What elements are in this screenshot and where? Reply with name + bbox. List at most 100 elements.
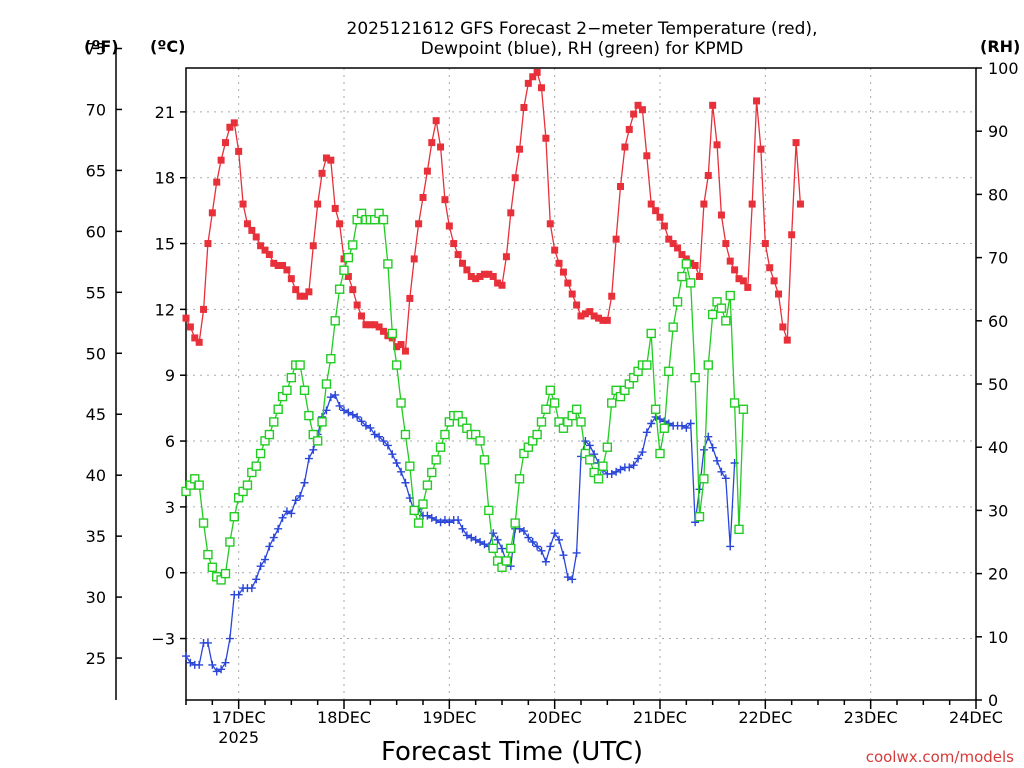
2-meter-temperature-point-110 [665,235,673,243]
rh-point-125 [729,398,740,408]
dewpoint-point-70 [489,529,498,538]
rh-point-74 [506,543,516,554]
x-tick-sublabel-2025: 2025 [218,728,259,747]
2-meter-temperature-point-17 [257,242,265,250]
dewpoint-point-104 [638,448,647,457]
fahrenheit-tick-label-30: 30 [86,588,106,607]
2-meter-temperature-point-130 [753,97,761,105]
rh-point-51 [405,461,415,471]
fahrenheit-tick-label-60: 60 [86,222,106,241]
rh-point-114 [681,259,692,269]
rh-point-53 [413,518,424,528]
rh-point-10 [225,537,235,547]
rh-point-45 [378,214,389,225]
rh-point-117 [694,512,705,522]
dewpoint-point-43 [370,430,379,439]
2-meter-temperature-point-68 [480,270,488,278]
2-meter-temperature-point-139 [792,139,800,147]
celsius-tick-label-3: 3 [165,498,175,517]
rh-point-116 [690,372,700,383]
2-meter-temperature-point-135 [775,290,782,298]
dewpoint-point-9 [221,658,230,667]
dewpoint-point-1 [186,658,195,667]
dewpoint-point-113 [677,421,686,430]
2-meter-temperature-point-18 [261,246,269,254]
rh-point-46 [383,259,393,269]
fahrenheit-tick-label-50: 50 [86,344,106,363]
rh-tick-label-60: 60 [988,312,1008,331]
dewpoint-point-24 [287,509,296,518]
2-meter-temperature-point-63 [459,259,466,267]
2-meter-temperature-point-119 [704,172,712,180]
rh-point-67 [475,436,485,446]
dewpoint-point-122 [717,467,726,476]
2-meter-temperature-point-86 [559,268,567,276]
rh-tick-label-10: 10 [988,628,1008,647]
dewpoint-point-62 [454,516,463,525]
rh-point-90 [576,417,586,427]
rh-point-23 [282,385,292,396]
rh-tick-label-50: 50 [988,375,1008,394]
dewpoint-point-78 [524,533,533,542]
rh-point-37 [343,252,354,263]
2-meter-temperature-point-108 [656,213,664,221]
2-meter-temperature-point-69 [485,270,493,278]
rh-point-73 [501,556,512,566]
unit-celsius-label: (ºC) [150,37,185,56]
rh-point-111 [668,322,678,332]
rh-point-17 [255,448,266,459]
dewpoint-point-26 [296,491,305,500]
dewpoint-point-101 [625,463,634,472]
rh-point-49 [396,398,406,408]
2-meter-temperature-point-4 [200,305,208,313]
axes: 25 30 35 40 45 50 55 60 65 70 75 −3 0 3 6 9 12 15 18 21 0 10 2… [86,39,1019,747]
2-meter-temperature-point-134 [770,277,778,285]
dewpoint-point-25 [291,496,300,505]
dewpoint-point-33 [326,393,335,402]
dewpoint-point-55 [423,511,432,520]
2-meter-temperature-point-34 [331,204,339,212]
rh-point-50 [400,429,411,440]
rh-point-92 [585,455,595,465]
rh-point-26 [295,360,305,370]
series-dewpoint [182,390,739,676]
rh-point-108 [655,448,665,459]
2-meter-temperature-point-14 [243,220,251,228]
rh-point-55 [422,480,433,490]
2-meter-temperature-point-77 [520,104,528,111]
dewpoint-point-72 [498,544,506,553]
fahrenheit-tick-label-75: 75 [86,39,106,58]
2-meter-temperature-point-89 [573,301,581,309]
2-meter-temperature-point-104 [638,106,646,114]
rh-point-126 [734,524,744,535]
dewpoint-point-71 [493,535,502,544]
2-meter-temperature-point-101 [625,125,633,133]
2-meter-temperature-point-79 [529,73,537,81]
rh-point-59 [440,429,450,440]
dewpoint-point-22 [278,513,287,522]
2-meter-temperature-point-133 [766,264,774,272]
rh-point-19 [264,429,275,440]
dewpoint-point-59 [440,516,449,525]
rh-point-96 [602,442,613,452]
2-meter-temperature-point-29 [309,242,317,250]
dewpoint-point-21 [274,524,283,533]
dewpoint-point-80 [533,542,542,551]
2-meter-temperature-point-123 [722,240,730,248]
2-meter-temperature-point-118 [700,200,708,208]
dewpoint-point-84 [550,529,559,538]
dewpoint-point-41 [361,421,370,430]
2-meter-temperature-point-83 [546,220,554,228]
2-meter-temperature-point-1 [186,323,194,331]
rh-point-118 [699,474,709,484]
dewpoint-point-50 [401,478,410,487]
2-meter-temperature-point-3 [195,338,203,346]
celsius-tick-label--3: −3 [151,630,175,649]
rh-tick-label-80: 80 [988,185,1008,204]
fahrenheit-tick-label-70: 70 [86,100,106,119]
series-layer [181,68,804,676]
rh-point-3 [194,480,204,490]
celsius-tick-label-9: 9 [165,366,175,385]
rh-tick-label-100: 100 [988,59,1019,78]
